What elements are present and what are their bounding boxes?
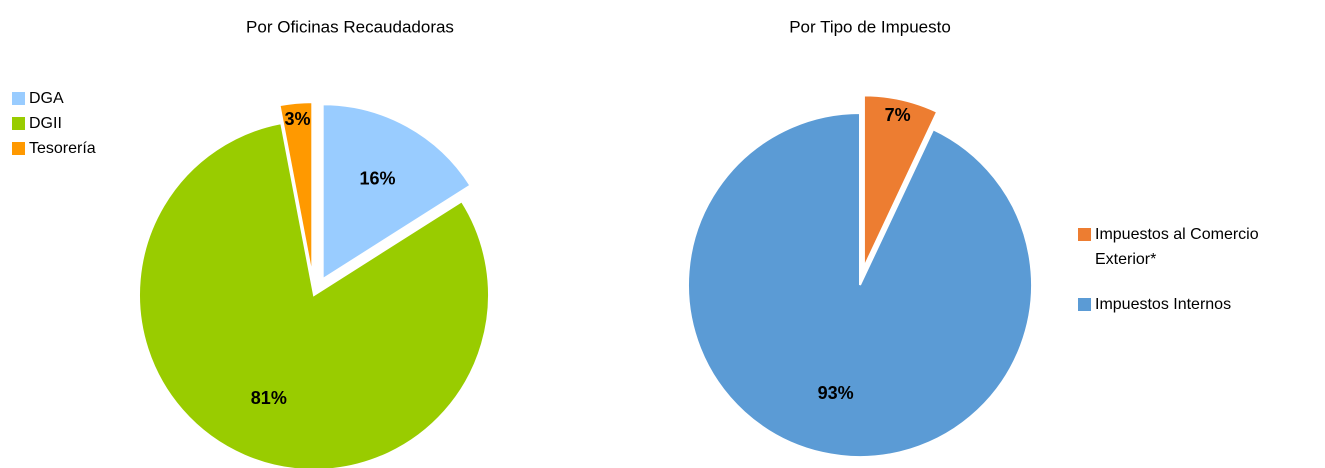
- pie-slice: [278, 101, 314, 278]
- legend-label: DGII: [29, 115, 62, 132]
- legend-label: Impuestos al Comercio Exterior*: [1095, 226, 1259, 268]
- legend-label: Tesorería: [29, 140, 96, 157]
- legend: Impuestos al Comercio Exterior* Impuestos…: [1078, 222, 1318, 337]
- legend-swatch: [1078, 228, 1091, 241]
- legend-item: Impuestos al Comercio Exterior*: [1078, 222, 1318, 272]
- legend-swatch: [12, 117, 25, 130]
- legend: DGA DGII Tesorería: [12, 86, 142, 161]
- chart-title: Por Tipo de Impuesto: [789, 17, 951, 36]
- pie-slice: [138, 121, 490, 468]
- legend-item: Tesorería: [12, 136, 142, 161]
- data-label: 93%: [818, 383, 854, 403]
- legend-label: DGA: [29, 90, 64, 107]
- pie-slice: [687, 111, 1033, 458]
- data-label: 81%: [251, 388, 287, 408]
- legend-label: Impuestos Internos: [1095, 296, 1232, 313]
- data-label: 16%: [359, 168, 395, 188]
- pie-slice: [862, 94, 939, 268]
- legend-item: DGII: [12, 111, 142, 136]
- legend-swatch: [1078, 298, 1091, 311]
- data-label: 3%: [284, 109, 310, 129]
- legend-swatch: [12, 92, 25, 105]
- legend-item: DGA: [12, 86, 142, 111]
- legend-swatch: [12, 142, 25, 155]
- pie-slice: [321, 103, 472, 282]
- chart-title: Por Oficinas Recaudadoras: [246, 17, 454, 36]
- data-label: 7%: [885, 105, 911, 125]
- legend-item: Impuestos Internos: [1078, 292, 1318, 317]
